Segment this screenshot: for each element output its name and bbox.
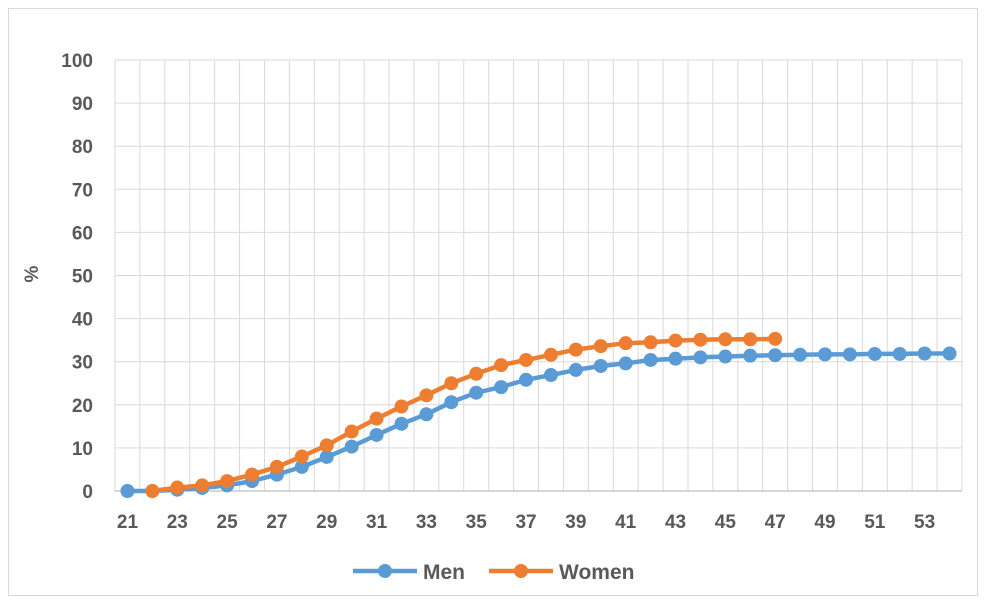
x-tick-label: 35 — [466, 512, 488, 533]
data-point — [319, 438, 334, 453]
x-tick-label: 33 — [416, 512, 437, 533]
x-tick-label: 37 — [515, 512, 536, 533]
data-point — [394, 416, 409, 431]
y-tick-label: 60 — [72, 223, 93, 244]
x-tick-label: 21 — [117, 512, 139, 533]
data-point — [693, 350, 708, 365]
data-point — [768, 331, 783, 346]
data-point — [170, 480, 185, 495]
legend-label: Women — [559, 561, 634, 584]
legend-label: Men — [423, 561, 465, 584]
data-point — [120, 484, 135, 498]
data-point — [519, 372, 534, 387]
data-point — [419, 407, 434, 422]
data-point — [693, 332, 708, 347]
data-point — [568, 362, 583, 377]
x-tick-label: 49 — [814, 512, 835, 533]
x-tick-label: 31 — [366, 512, 388, 533]
data-point — [867, 346, 882, 361]
data-point — [269, 459, 284, 474]
data-point — [494, 380, 509, 395]
data-point — [618, 356, 633, 371]
data-point — [768, 348, 783, 363]
x-tick-label: 23 — [167, 512, 188, 533]
data-point — [369, 411, 384, 426]
y-tick-label: 30 — [72, 353, 93, 374]
data-point — [294, 459, 309, 474]
data-point — [593, 359, 608, 374]
legend-item-men: Men — [353, 561, 465, 584]
legend-swatch-marker — [378, 564, 392, 578]
y-tick-label: 20 — [72, 396, 93, 417]
x-tick-labels: 21 23 25 27 29 31 33 35 37 39 41 43 45 47 49 51 53 — [117, 512, 935, 533]
legend-swatch-marker — [514, 564, 528, 578]
data-point — [793, 347, 808, 362]
data-point — [319, 449, 334, 464]
y-tick-label: 100 — [61, 51, 93, 72]
y-tick-label: 70 — [72, 180, 93, 201]
data-point — [444, 376, 459, 391]
data-point — [245, 467, 260, 482]
y-tick-label: 10 — [72, 439, 93, 460]
data-point — [942, 346, 957, 361]
x-tick-label: 39 — [565, 512, 586, 533]
data-point — [469, 385, 484, 400]
data-point — [668, 351, 683, 366]
series-line — [125, 351, 952, 494]
data-point — [817, 347, 832, 362]
data-point — [568, 342, 583, 357]
y-tick-label: 80 — [72, 137, 93, 158]
x-tick-label: 41 — [615, 512, 637, 533]
x-tick-label: 45 — [715, 512, 737, 533]
series-women — [145, 331, 783, 498]
data-point — [718, 349, 733, 364]
data-point — [892, 346, 907, 361]
x-tick-label: 43 — [665, 512, 686, 533]
chart-frame — [8, 8, 978, 596]
data-point — [543, 347, 558, 362]
x-tick-label: 29 — [316, 512, 337, 533]
data-point — [369, 427, 384, 442]
data-point — [743, 332, 758, 347]
y-tick-label: 0 — [82, 482, 93, 503]
data-point — [494, 358, 509, 373]
y-tick-labels: 0 10 20 30 40 50 60 70 80 90 100 — [61, 51, 93, 503]
x-tick-label: 53 — [914, 512, 935, 533]
data-point — [917, 346, 932, 361]
data-point — [344, 439, 359, 454]
data-point — [195, 478, 210, 493]
x-tick-label: 27 — [266, 512, 287, 533]
data-point — [394, 399, 409, 414]
series-lines — [120, 331, 957, 498]
data-point — [294, 449, 309, 464]
y-tick-label: 40 — [72, 310, 93, 331]
y-tick-label: 90 — [72, 94, 93, 115]
x-tick-label: 47 — [765, 512, 786, 533]
legend-item-women: Women — [489, 561, 634, 584]
data-point — [668, 333, 683, 348]
legend: Men Women — [353, 561, 634, 584]
y-axis-label: % — [22, 265, 43, 282]
data-point — [419, 388, 434, 403]
data-point — [543, 368, 558, 383]
data-point — [220, 474, 235, 489]
data-point — [618, 336, 633, 351]
data-point — [643, 335, 658, 350]
y-tick-label: 50 — [72, 267, 93, 288]
data-point — [842, 347, 857, 362]
gridlines — [114, 59, 963, 491]
x-tick-label: 51 — [864, 512, 886, 533]
data-point — [519, 352, 534, 367]
data-point — [743, 348, 758, 363]
data-point — [718, 332, 733, 347]
data-point — [344, 424, 359, 439]
x-tick-label: 25 — [217, 512, 239, 533]
data-point — [643, 352, 658, 367]
data-point — [593, 339, 608, 354]
data-point — [469, 366, 484, 381]
data-point — [444, 395, 459, 410]
data-point — [145, 484, 160, 498]
